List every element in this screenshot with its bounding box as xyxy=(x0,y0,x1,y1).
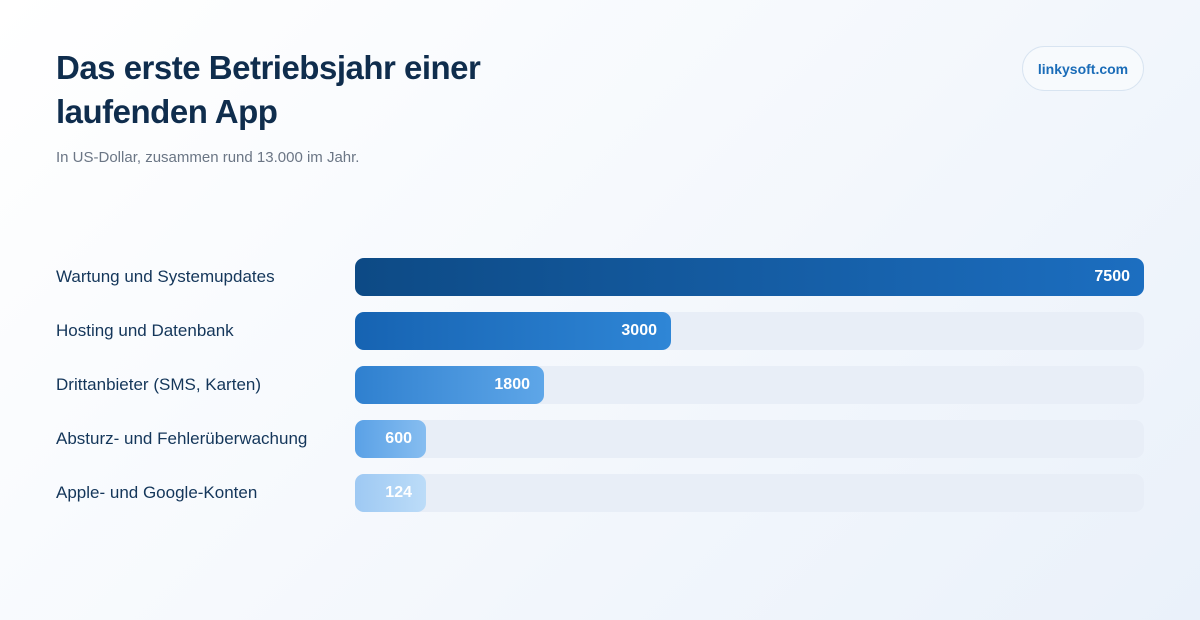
bar-value-label: 124 xyxy=(385,484,412,501)
bar-value-label: 1800 xyxy=(494,376,530,393)
category-label: Drittanbieter (SMS, Karten) xyxy=(56,375,262,394)
bar: 3000 xyxy=(355,312,671,350)
category-label: Wartung und Systemupdates xyxy=(56,267,275,286)
category-label: Hosting und Datenbank xyxy=(56,321,234,340)
bar: 1800 xyxy=(355,366,544,404)
bar-track: 3000 xyxy=(355,312,1144,350)
bar-value-label: 7500 xyxy=(1094,268,1130,285)
chart-subtitle: In US-Dollar, zusammen rund 13.000 im Ja… xyxy=(56,149,360,166)
bar-track: 600 xyxy=(355,420,1144,458)
category-label: Apple- und Google-Konten xyxy=(56,483,258,502)
bar-value-label: 600 xyxy=(385,430,412,447)
bar-track: 1800 xyxy=(355,366,1144,404)
bar-value-label: 3000 xyxy=(621,322,657,339)
category-label: Absturz- und Fehlerüberwachung xyxy=(56,429,308,448)
chart-title: Das erste Betriebsjahr einer laufenden A… xyxy=(56,49,481,130)
bar-track: 7500 xyxy=(355,258,1144,296)
bar: 600 xyxy=(355,420,426,458)
bar: 124 xyxy=(355,474,426,512)
bar: 7500 xyxy=(355,258,1144,296)
brand-badge[interactable]: linkysoft.com xyxy=(1022,46,1144,91)
bar-track: 124 xyxy=(355,474,1144,512)
